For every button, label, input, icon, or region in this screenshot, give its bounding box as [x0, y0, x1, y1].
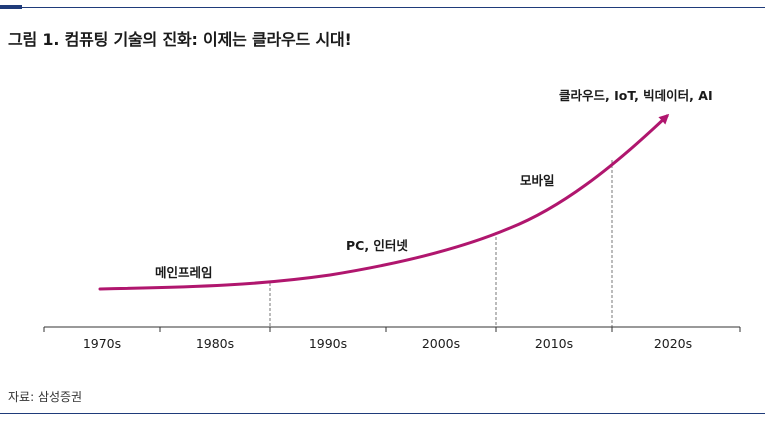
figure-title: 그림 1. 컴퓨팅 기술의 진화: 이제는 클라우드 시대! — [8, 30, 352, 49]
tick-label-1980s: 1980s — [196, 336, 234, 351]
stage-label-cloud: 클라우드, IoT, 빅데이터, AI — [559, 88, 713, 103]
tick-label-1990s: 1990s — [309, 336, 347, 351]
growth-curve-arrow — [98, 113, 670, 291]
tick-label-2010s: 2010s — [535, 336, 573, 351]
footer-rule — [0, 413, 765, 414]
tick-label-2000s: 2000s — [422, 336, 460, 351]
tick-label-2020s: 2020s — [654, 336, 692, 351]
header-rule — [0, 7, 765, 8]
stage-label-mobile: 모바일 — [520, 173, 555, 188]
source-note: 자료: 삼성증권 — [8, 390, 83, 404]
tick-label-1970s: 1970s — [83, 336, 121, 351]
stage-label-mainframe: 메인프레임 — [155, 265, 213, 280]
x-axis-ticks — [43, 327, 741, 332]
stage-label-pc-internet: PC, 인터넷 — [346, 238, 408, 253]
